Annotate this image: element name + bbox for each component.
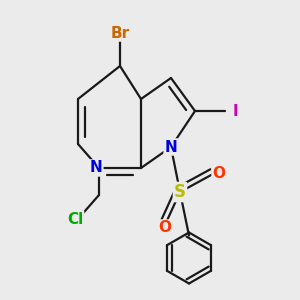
Text: Cl: Cl [67,212,83,226]
Text: I: I [233,103,238,118]
Text: O: O [212,167,226,182]
Text: N: N [165,140,177,154]
Text: S: S [174,183,186,201]
Text: N: N [90,160,102,175]
Text: O: O [158,220,172,236]
Text: Br: Br [110,26,130,40]
